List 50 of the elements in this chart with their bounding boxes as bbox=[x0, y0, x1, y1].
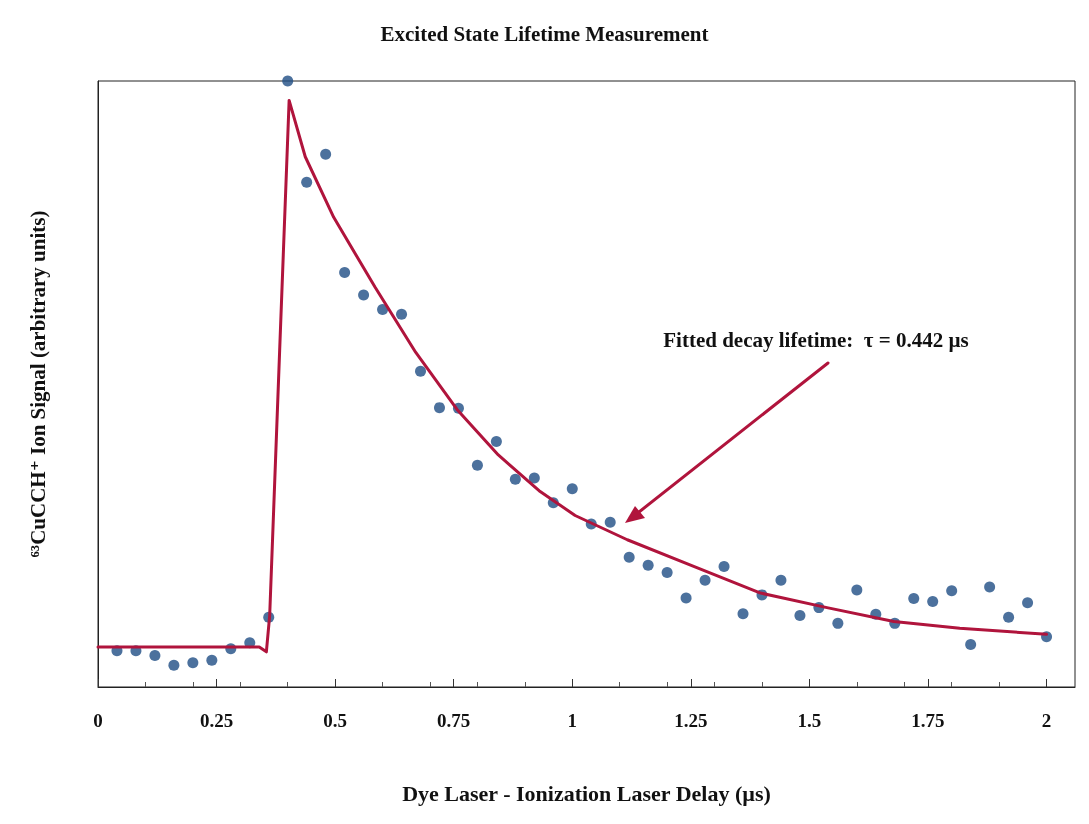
point bbox=[301, 176, 313, 188]
point bbox=[206, 654, 218, 666]
point bbox=[149, 649, 161, 661]
point bbox=[528, 472, 540, 484]
x-tick-label: 0.5 bbox=[323, 710, 348, 731]
point bbox=[282, 75, 294, 87]
point bbox=[680, 592, 692, 604]
x-tick-label: 1.5 bbox=[797, 710, 822, 731]
point bbox=[965, 639, 977, 651]
point bbox=[699, 574, 711, 586]
point bbox=[358, 289, 370, 301]
x-tick-label: 0.25 bbox=[199, 710, 234, 731]
point bbox=[1003, 611, 1015, 623]
point bbox=[642, 559, 654, 571]
point bbox=[984, 581, 996, 593]
point bbox=[168, 659, 180, 671]
point bbox=[187, 657, 199, 669]
point bbox=[509, 473, 521, 485]
point bbox=[794, 609, 806, 621]
point bbox=[377, 303, 389, 315]
point bbox=[737, 608, 749, 620]
point bbox=[471, 459, 483, 471]
point bbox=[927, 596, 939, 608]
point bbox=[718, 560, 730, 572]
annotation: Fitted decay lifetime: τ = 0.442 µs bbox=[663, 327, 969, 352]
point bbox=[661, 566, 673, 578]
point bbox=[490, 436, 502, 448]
point bbox=[623, 551, 635, 563]
point bbox=[1022, 597, 1034, 609]
point bbox=[339, 267, 351, 278]
point bbox=[832, 617, 844, 629]
point bbox=[908, 593, 920, 605]
point bbox=[851, 584, 863, 596]
x-tick-label: 1.75 bbox=[911, 710, 945, 731]
point bbox=[775, 574, 787, 586]
point bbox=[946, 585, 958, 597]
x-axis-title: Dye Laser - Ionization Laser Delay (µs) bbox=[402, 780, 771, 806]
point bbox=[433, 402, 445, 414]
y-axis-title: ⁶³CuCCH⁺ Ion Signal (arbitrary units) bbox=[25, 210, 50, 558]
point bbox=[604, 516, 616, 528]
x-tick-label: 2 bbox=[1041, 710, 1052, 731]
x-tick-label: 0 bbox=[93, 710, 103, 731]
point bbox=[396, 308, 408, 320]
x-tick-label: 1.25 bbox=[674, 710, 708, 731]
point bbox=[415, 365, 426, 377]
x-tick-label: 1 bbox=[567, 710, 578, 731]
x-tick-label: 0.75 bbox=[437, 710, 471, 731]
point bbox=[566, 483, 578, 495]
point bbox=[320, 148, 332, 160]
chart-title: Excited State Lifetime Measurement bbox=[380, 21, 709, 46]
